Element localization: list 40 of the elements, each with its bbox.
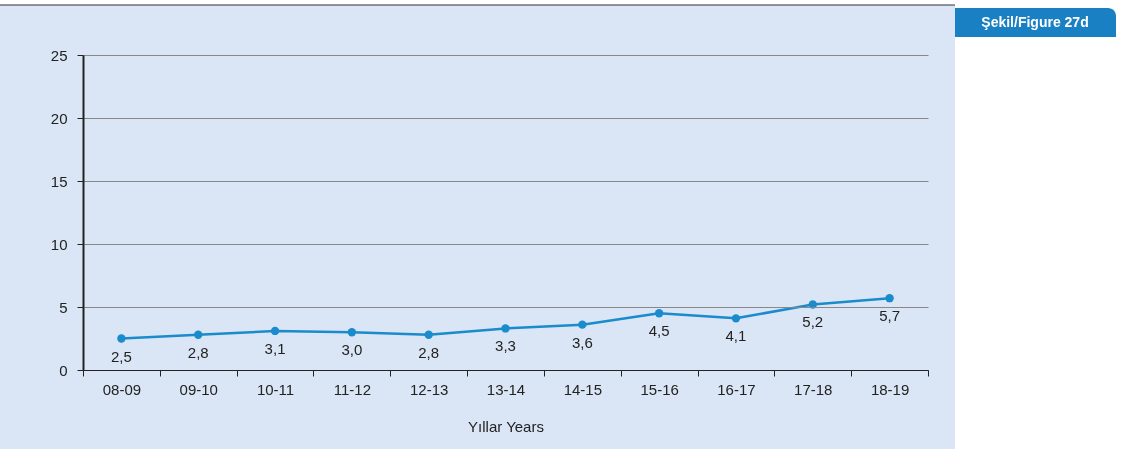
x-tick-label: 18-19 [870,380,910,398]
x-tick-label: 13-14 [486,380,526,398]
y-tick-label: 0 [59,361,68,379]
point [270,326,280,336]
text: Şekil/Figure 27d [981,14,1089,30]
data-label: 2,8 [187,343,209,361]
x-tick-label: 14-15 [563,380,603,398]
x-tick-label: 10-11 [256,380,295,398]
x-tick-label: 09-10 [179,380,218,398]
point [194,330,203,339]
y-tick-label: 10 [50,235,68,253]
x-tick-label: 17-18 [794,380,833,398]
point [578,320,587,329]
x-axis-title: Yıllar Years [468,417,544,435]
y-tick-label: 25 [50,46,68,64]
y-tick-label: 15 [50,172,68,190]
data-label: 3,1 [264,339,286,357]
data-label: 3,3 [495,337,516,355]
point [654,309,664,318]
x-tick-label: 16-17 [717,380,756,398]
point [501,324,510,333]
y-tick-label: 20 [50,109,68,127]
y-tick-label: 5 [59,298,68,316]
data-label: 4,1 [725,327,747,345]
data-label: 3,0 [341,341,363,359]
x-tick-label: 08-09 [102,380,142,398]
data-label: 4,5 [648,322,670,340]
point [347,328,357,337]
x-tick-label: 15-16 [640,380,679,398]
point [731,314,741,323]
x-tick-label: 12-13 [409,380,449,398]
point [424,330,433,339]
point [885,294,894,303]
data-label: 5,2 [802,313,824,331]
data-label: 2,8 [418,343,440,361]
point [117,334,126,343]
data-label: 2,5 [110,347,132,365]
data-label: 5,7 [879,307,901,325]
x-tick-label: 11-12 [333,380,371,398]
data-label: 3,6 [571,333,593,351]
